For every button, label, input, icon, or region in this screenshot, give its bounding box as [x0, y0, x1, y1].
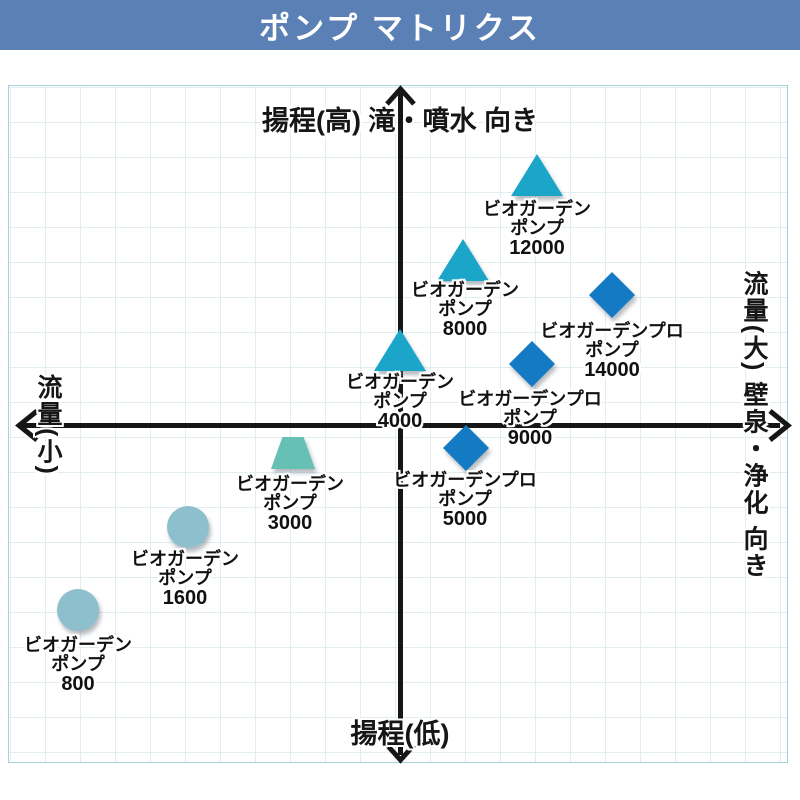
product-name-line: ビオガーデンプロ — [458, 389, 602, 409]
product-label: ビオガーデン ポンプ 4000 — [346, 373, 454, 432]
product-name-line: ビオガーデン — [24, 635, 132, 655]
marker-shape — [167, 506, 209, 548]
triangle-marker — [511, 154, 563, 196]
triangle-marker — [437, 239, 489, 281]
diamond-marker — [589, 272, 635, 318]
product-label: ビオガーデンプロ ポンプ 9000 — [458, 390, 601, 449]
marker-shape — [437, 239, 489, 281]
product-label: ビオガーデン ポンプ 1600 — [131, 550, 239, 609]
page-title: ポンプ マトリクス — [259, 10, 541, 46]
product-label: ビオガーデン ポンプ 3000 — [236, 475, 344, 534]
diamond-marker — [443, 425, 489, 471]
trapezoid-marker — [271, 437, 315, 469]
product-label: ビオガーデンプロ ポンプ 14000 — [540, 322, 683, 381]
product-type-line: ポンプ — [438, 299, 492, 319]
product-type-line: ポンプ — [585, 340, 639, 360]
product-type-line: ポンプ — [510, 218, 564, 238]
product-label: ビオガーデン ポンプ 12000 — [483, 200, 591, 259]
axis-label-left: 流量(小) — [34, 374, 62, 476]
product-model: 4000 — [377, 410, 423, 432]
product-model: 1600 — [162, 587, 208, 609]
product-type-line: ポンプ — [438, 489, 492, 509]
marker-shape — [271, 437, 315, 469]
product-name-line: ビオガーデン — [346, 372, 454, 392]
title-banner: ポンプ マトリクス — [0, 0, 800, 50]
product-model: 5000 — [442, 508, 488, 530]
axis-label-right: 流量(大) 壁泉・浄化 向き — [740, 270, 768, 580]
product-type-line: ポンプ — [263, 493, 317, 513]
product-name-line: ビオガーデンプロ — [540, 321, 684, 341]
product-label: ビオガーデンプロ ポンプ 5000 — [393, 471, 536, 530]
product-name-line: ビオガーデンプロ — [393, 470, 537, 490]
product-type-line: ポンプ — [158, 568, 212, 588]
product-model: 12000 — [509, 237, 565, 259]
product-model: 3000 — [267, 512, 313, 534]
axis-label-top: 揚程(高) 滝・噴水 向き — [262, 106, 538, 136]
product-type-line: ポンプ — [51, 654, 105, 674]
product-model: 9000 — [507, 427, 553, 449]
marker-shape — [589, 272, 635, 318]
product-type-line: ポンプ — [503, 408, 557, 428]
product-model: 8000 — [442, 318, 488, 340]
product-name-line: ビオガーデン — [236, 474, 344, 494]
product-model: 14000 — [584, 359, 640, 381]
marker-shape — [511, 154, 563, 196]
product-name-line: ビオガーデン — [483, 199, 591, 219]
circle-marker — [167, 506, 209, 548]
product-label: ビオガーデン ポンプ 800 — [24, 636, 132, 695]
product-name-line: ビオガーデン — [131, 549, 239, 569]
product-type-line: ポンプ — [373, 391, 427, 411]
circle-marker — [57, 589, 99, 631]
axis-label-bottom: 揚程(低) — [350, 719, 450, 749]
marker-shape — [57, 589, 99, 631]
product-name-line: ビオガーデン — [411, 280, 519, 300]
diamond-marker — [509, 341, 555, 387]
product-model: 800 — [61, 673, 95, 695]
product-label: ビオガーデン ポンプ 8000 — [411, 281, 519, 340]
